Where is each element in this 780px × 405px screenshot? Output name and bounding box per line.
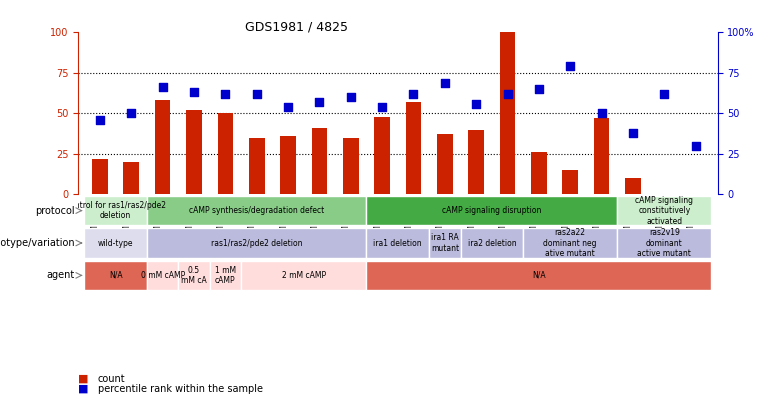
Bar	[594, 118, 609, 194]
Bar	[468, 130, 484, 194]
Text: percentile rank within the sample: percentile rank within the sample	[98, 384, 263, 394]
FancyBboxPatch shape	[147, 228, 367, 258]
Text: GDS1981 / 4825: GDS1981 / 4825	[245, 20, 348, 33]
Text: 0 mM cAMP: 0 mM cAMP	[140, 271, 185, 280]
Bar	[625, 178, 641, 194]
Text: 0.5
mM cA: 0.5 mM cA	[181, 266, 207, 285]
FancyBboxPatch shape	[617, 228, 711, 258]
Point	[502, 91, 514, 97]
Bar	[311, 128, 328, 194]
Bar	[280, 136, 296, 194]
Point	[94, 117, 106, 123]
Point	[626, 130, 639, 136]
FancyBboxPatch shape	[617, 196, 711, 225]
Text: ras1/ras2/pde2 deletion: ras1/ras2/pde2 deletion	[211, 239, 303, 247]
Point	[658, 91, 671, 97]
Point	[345, 94, 357, 100]
FancyBboxPatch shape	[179, 261, 210, 290]
FancyBboxPatch shape	[367, 261, 711, 290]
FancyBboxPatch shape	[367, 228, 429, 258]
Text: control for ras1/ras2/pde2
deletion: control for ras1/ras2/pde2 deletion	[66, 201, 165, 220]
Bar	[249, 138, 264, 194]
FancyBboxPatch shape	[84, 228, 147, 258]
Text: 1 mM
cAMP: 1 mM cAMP	[215, 266, 236, 285]
Text: cAMP synthesis/degradation defect: cAMP synthesis/degradation defect	[189, 206, 324, 215]
FancyBboxPatch shape	[147, 196, 367, 225]
Point	[564, 63, 576, 70]
Text: 2 mM cAMP: 2 mM cAMP	[282, 271, 326, 280]
Text: cAMP signaling disruption: cAMP signaling disruption	[442, 206, 541, 215]
Text: ira2 deletion: ira2 deletion	[467, 239, 516, 247]
FancyBboxPatch shape	[147, 261, 179, 290]
Text: N/A: N/A	[532, 271, 546, 280]
FancyBboxPatch shape	[84, 196, 147, 225]
FancyBboxPatch shape	[84, 261, 147, 290]
Bar	[123, 162, 139, 194]
Bar	[374, 117, 390, 194]
Bar	[500, 32, 516, 194]
Text: genotype/variation: genotype/variation	[0, 238, 75, 248]
Text: ira1 RA
mutant: ira1 RA mutant	[431, 233, 459, 253]
Bar	[186, 110, 202, 194]
Bar	[531, 152, 547, 194]
Point	[314, 99, 326, 105]
FancyBboxPatch shape	[460, 228, 523, 258]
Text: ras2v19
dominant
active mutant: ras2v19 dominant active mutant	[637, 228, 691, 258]
Point	[376, 104, 388, 110]
Point	[282, 104, 294, 110]
FancyBboxPatch shape	[429, 228, 460, 258]
Point	[125, 110, 137, 117]
Point	[157, 84, 169, 91]
Text: protocol: protocol	[35, 206, 75, 215]
Bar	[406, 102, 421, 194]
Text: count: count	[98, 374, 125, 384]
FancyBboxPatch shape	[210, 261, 241, 290]
FancyBboxPatch shape	[241, 261, 367, 290]
Point	[470, 100, 482, 107]
Bar	[437, 134, 452, 194]
FancyBboxPatch shape	[367, 196, 617, 225]
Text: ras2a22
dominant neg
ative mutant: ras2a22 dominant neg ative mutant	[544, 228, 597, 258]
Bar	[343, 138, 359, 194]
Text: ■: ■	[78, 374, 88, 384]
Text: ira1 deletion: ira1 deletion	[374, 239, 422, 247]
Point	[188, 89, 200, 96]
Text: cAMP signaling
constitutively
activated: cAMP signaling constitutively activated	[635, 196, 693, 226]
Point	[407, 91, 420, 97]
Bar	[562, 170, 578, 194]
Point	[690, 143, 702, 149]
Bar	[154, 100, 171, 194]
Point	[250, 91, 263, 97]
Point	[595, 110, 608, 117]
Point	[438, 79, 451, 86]
Text: wild-type: wild-type	[98, 239, 133, 247]
Text: N/A: N/A	[109, 271, 122, 280]
Text: agent: agent	[47, 271, 75, 280]
Point	[219, 91, 232, 97]
Text: ■: ■	[78, 384, 88, 394]
Bar	[218, 113, 233, 194]
FancyBboxPatch shape	[523, 228, 617, 258]
Point	[533, 86, 545, 92]
Bar	[92, 159, 108, 194]
